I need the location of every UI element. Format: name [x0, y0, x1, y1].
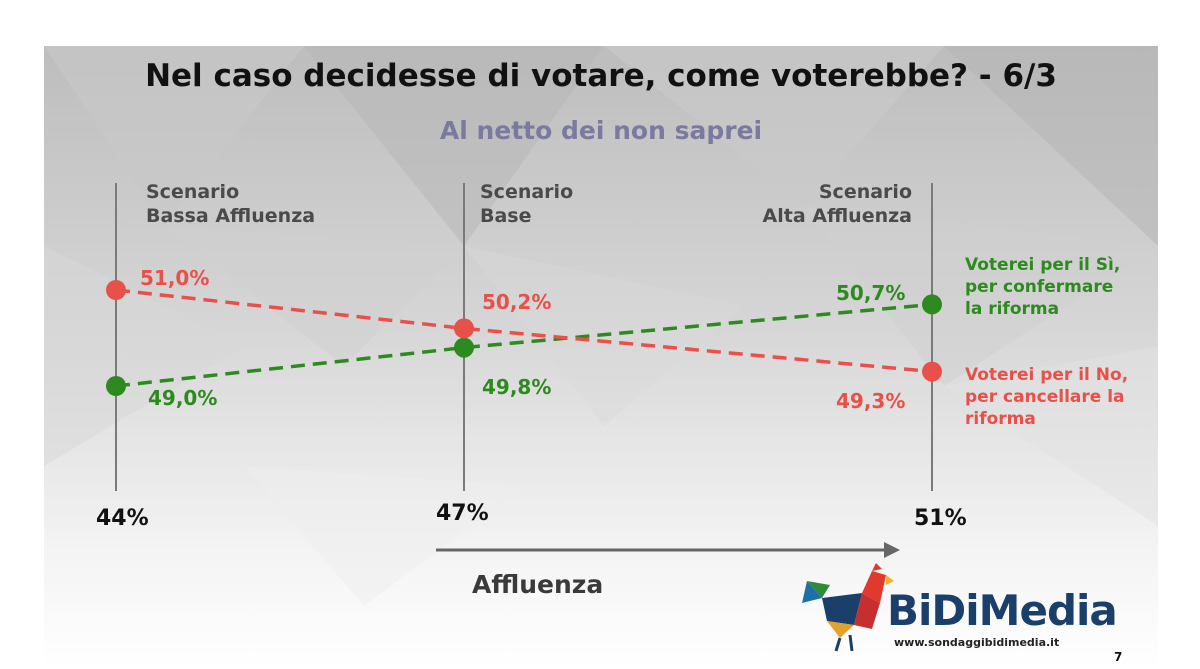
line-chart [106, 183, 942, 558]
scenario-label-base: Scenario Base [480, 181, 574, 227]
turnout-low: 44% [96, 506, 149, 531]
series-line-1 [115, 288, 933, 374]
x-axis-label: Affluenza [472, 570, 604, 599]
data-label-si-base: 49,8% [482, 375, 552, 399]
background-pattern [44, 46, 1158, 669]
slide: Nel caso decidesse di votare, come voter… [44, 46, 1158, 669]
data-point-series-0-0 [106, 376, 126, 396]
data-label-no-base: 50,2% [482, 290, 552, 314]
data-label-si-high: 50,7% [836, 281, 906, 305]
turnout-base: 47% [436, 501, 489, 526]
data-label-si-low: 49,0% [148, 386, 218, 410]
data-point-series-1-1 [454, 318, 474, 339]
data-point-series-1-2 [922, 361, 942, 382]
brand-name: BiDiMedia [887, 586, 1118, 635]
chart-subtitle: Al netto dei non saprei [439, 116, 763, 145]
chart-title: Nel caso decidesse di votare, come voter… [145, 58, 1057, 94]
rooster-logo-icon [802, 563, 894, 652]
turnout-arrow-head-icon [884, 542, 900, 558]
legend-no: Voterei per il No, per cancellare la rif… [965, 365, 1129, 429]
scenario-label-high: Scenario Alta Affluenza [762, 181, 912, 227]
data-point-series-0-1 [454, 337, 474, 358]
brand-website: www.sondaggibidimedia.it [894, 636, 1060, 649]
data-label-no-high: 49,3% [836, 389, 906, 413]
turnout-high: 51% [914, 506, 967, 531]
data-point-series-0-2 [922, 294, 942, 315]
data-point-series-1-0 [106, 280, 126, 300]
scenario-label-low: Scenario Bassa Affluenza [146, 181, 316, 227]
legend-si: Voterei per il Sì, per confermare la rif… [965, 255, 1121, 319]
data-label-no-low: 51,0% [140, 266, 210, 290]
page-number: 7 [1114, 650, 1123, 664]
series-line-0 [115, 302, 933, 388]
